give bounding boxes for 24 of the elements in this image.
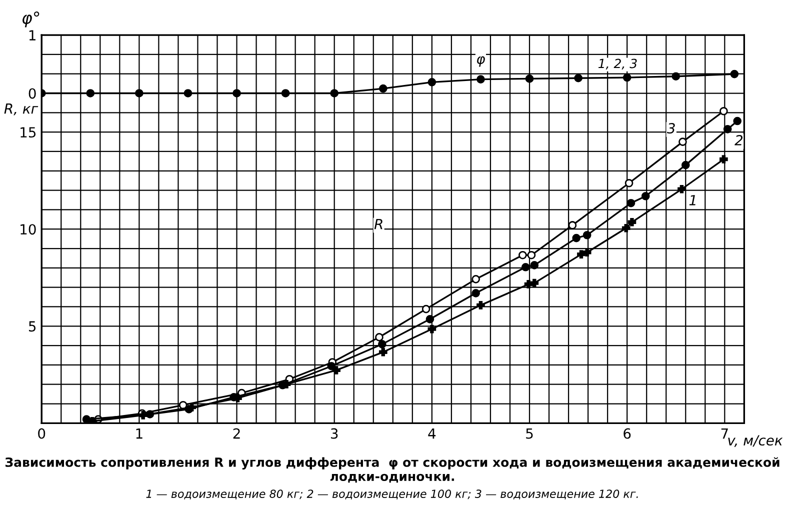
x-tick-label: 0 <box>38 428 46 439</box>
series-label: φ <box>477 56 485 67</box>
annotation: 1, 2, 3 <box>598 58 637 70</box>
annotation: R <box>374 218 382 230</box>
x-tick-label: 3 <box>330 428 338 439</box>
series-label: 2 <box>734 134 743 146</box>
series-label: 3 <box>666 123 675 134</box>
y2-tick-label: 0 <box>28 88 36 99</box>
x-tick-label: 5 <box>526 428 533 439</box>
y-tick-label: 5 <box>28 321 36 332</box>
y2-axis-title: φ° <box>22 11 40 28</box>
y-axis-title: R, кг <box>4 104 38 116</box>
series-label: 1 <box>689 195 696 206</box>
text: 1 — водоизмещение 80 кг; 2 — водоизмещение 100 кг; 3 — водоизмещение 120 кг. <box>146 490 638 500</box>
x-axis-title: v, м/сек <box>728 435 783 447</box>
x-tick-label: 1 <box>136 428 142 439</box>
x-tick-label: 4 <box>428 428 436 439</box>
x-tick-label: 2 <box>233 428 240 439</box>
y-tick-label: 15 <box>20 127 36 138</box>
y-tick-label: 10 <box>20 224 36 235</box>
text: Зависимость сопротивления R и углов дифферента φ от скорости хода и водоизмещения академической лодки-одиночки. <box>6 457 780 483</box>
x-tick-label: 7 <box>721 428 728 439</box>
x-tick-label: 6 <box>624 428 631 439</box>
y2-tick-label: 1 <box>29 30 36 40</box>
